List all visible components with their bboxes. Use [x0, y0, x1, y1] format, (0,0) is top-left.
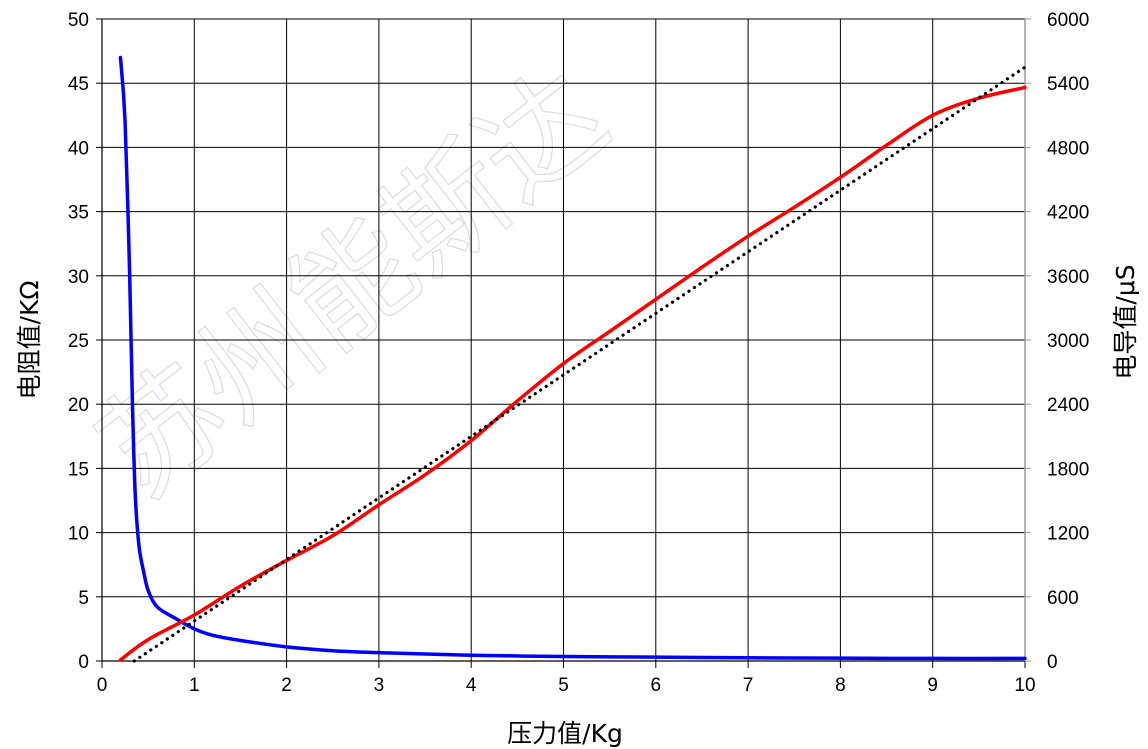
y2-axis-title: 电导值/μS: [1111, 264, 1140, 379]
tick-labels: 0 1 2 3 4 5 6 7 8 9 100510152025303540455006001200…: [68, 10, 1089, 696]
x-tick-label: 6: [651, 675, 662, 696]
x-tick-label: 3: [374, 675, 385, 696]
y2-tick-label: 2400: [1047, 395, 1089, 416]
y2-tick-label: 600: [1047, 588, 1079, 609]
series-line-0: [118, 55, 1027, 661]
y-tick-label: 0: [78, 652, 89, 673]
y-tick-label: 50: [68, 10, 89, 31]
x-tick-label: 8: [835, 675, 846, 696]
y-tick-label: 40: [68, 138, 89, 159]
x-tick-label: 7: [743, 675, 754, 696]
y2-tick-label: 6000: [1047, 10, 1089, 31]
y-tick-label: 35: [68, 203, 89, 224]
y2-tick-label: 0: [1047, 652, 1058, 673]
watermark-text: 苏州能斯达: [74, 45, 632, 524]
y2-tick-label: 3600: [1047, 267, 1089, 288]
series-line-1: [118, 85, 1027, 662]
y-tick-label: 15: [68, 459, 89, 480]
x-tick-label: 1: [189, 675, 200, 696]
y-tick-label: 20: [68, 395, 89, 416]
y2-tick-label: 1800: [1047, 459, 1089, 480]
x-tick-label: 0: [97, 675, 108, 696]
y-tick-label: 45: [68, 74, 89, 95]
series-layer: [118, 55, 1027, 663]
axes: [96, 18, 1031, 668]
gridlines: [102, 18, 1025, 661]
y-tick-label: 25: [68, 331, 89, 352]
y2-tick-label: 3000: [1047, 331, 1089, 352]
y-tick-label: 10: [68, 524, 89, 545]
x-tick-label: 2: [281, 675, 292, 696]
y2-tick-label: 1200: [1047, 524, 1089, 545]
series-line-2: [132, 65, 1027, 663]
y-tick-label: 5: [78, 588, 89, 609]
y2-tick-label: 4800: [1047, 138, 1089, 159]
y2-tick-label: 4200: [1047, 203, 1089, 224]
y-axis-title: 电阻值/KΩ: [15, 281, 44, 400]
y2-tick-label: 5400: [1047, 74, 1089, 95]
x-tick-label: 5: [558, 675, 569, 696]
x-tick-label: 10: [1014, 675, 1035, 696]
x-axis-title: 压力值/Kg: [507, 719, 623, 748]
x-tick-label: 9: [927, 675, 938, 696]
x-tick-label: 4: [466, 675, 477, 696]
y-tick-label: 30: [68, 267, 89, 288]
